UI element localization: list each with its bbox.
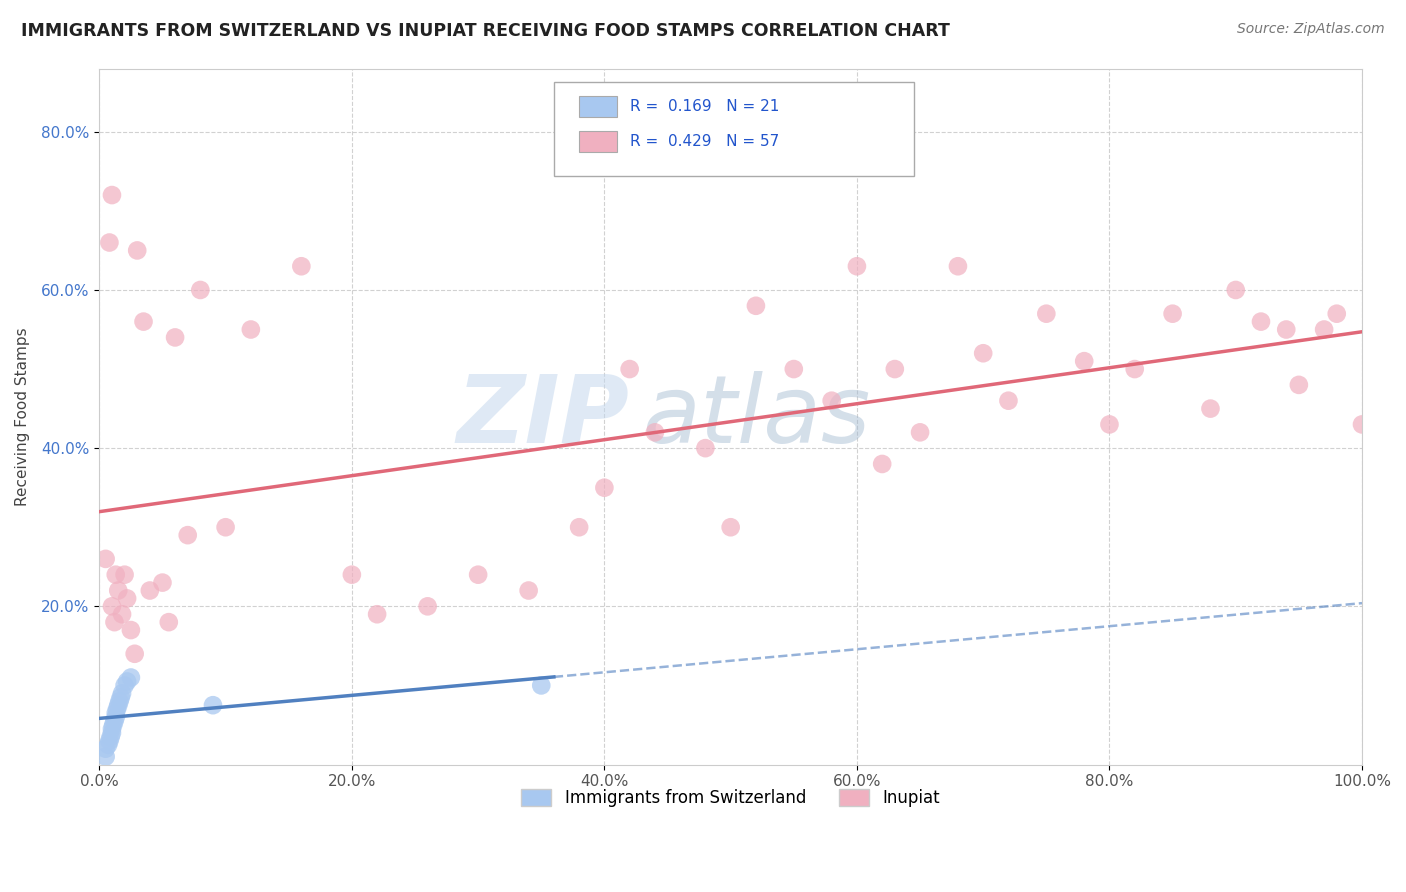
Point (124, 647, 146, 661)
Point (120, 671, 142, 685)
Point (530, 678, 553, 692)
Legend: Immigrants from Switzerland, Inupiat: Immigrants from Switzerland, Inupiat (513, 780, 949, 815)
Point (114, 567, 136, 582)
Point (1073, 354, 1095, 368)
Point (188, 283, 211, 297)
Point (132, 315, 155, 329)
Point (104, 706, 127, 720)
Point (644, 425, 666, 440)
Point (997, 393, 1019, 408)
Bar (579, 131, 617, 152)
Point (115, 674, 138, 689)
Point (201, 698, 224, 713)
Point (94, 552, 117, 566)
Point (290, 259, 312, 273)
Point (101, 599, 124, 614)
Text: R =  0.169   N = 21: R = 0.169 N = 21 (630, 99, 779, 114)
Point (103, 615, 125, 629)
Point (366, 607, 388, 622)
Point (115, 591, 138, 606)
Point (100, 730, 122, 744)
Point (98, 235, 121, 250)
Point (120, 623, 142, 637)
Point (103, 714, 125, 728)
Point (94, 749, 117, 764)
Point (870, 457, 893, 471)
Point (972, 346, 994, 360)
Point (101, 188, 124, 202)
Text: atlas: atlas (643, 371, 870, 462)
Point (845, 259, 868, 273)
Point (720, 520, 742, 534)
Point (1123, 362, 1146, 376)
Point (239, 322, 262, 336)
Point (908, 425, 931, 440)
Point (94, 741, 117, 756)
Point (111, 686, 134, 700)
Point (114, 678, 136, 692)
Point (104, 567, 127, 582)
Point (105, 702, 128, 716)
Point (157, 615, 180, 629)
Point (108, 694, 131, 708)
Point (1199, 401, 1222, 416)
Point (568, 520, 591, 534)
Point (340, 567, 363, 582)
Text: Source: ZipAtlas.com: Source: ZipAtlas.com (1237, 22, 1385, 37)
Text: ZIP: ZIP (457, 370, 630, 463)
Point (139, 583, 162, 598)
Point (695, 441, 717, 455)
Point (946, 259, 969, 273)
Point (165, 330, 187, 344)
Point (783, 362, 806, 376)
Point (821, 393, 844, 408)
Point (110, 690, 132, 705)
Point (104, 710, 127, 724)
Point (107, 698, 129, 713)
Point (1250, 315, 1272, 329)
Point (1275, 322, 1298, 336)
Point (619, 362, 641, 376)
Point (593, 481, 616, 495)
Y-axis label: Receiving Food Stamps: Receiving Food Stamps (15, 327, 30, 506)
Point (101, 722, 124, 736)
Point (517, 583, 540, 598)
Point (416, 599, 439, 614)
Point (103, 718, 125, 732)
Text: R =  0.429   N = 57: R = 0.429 N = 57 (630, 134, 779, 149)
Point (97, 738, 120, 752)
Text: IMMIGRANTS FROM SWITZERLAND VS INUPIAT RECEIVING FOOD STAMPS CORRELATION CHART: IMMIGRANTS FROM SWITZERLAND VS INUPIAT R… (21, 22, 950, 40)
Point (177, 528, 200, 542)
Point (152, 575, 174, 590)
Point (101, 726, 124, 740)
Point (1225, 283, 1247, 297)
Point (111, 607, 134, 622)
Point (883, 362, 905, 376)
Point (1313, 322, 1336, 336)
Point (467, 567, 489, 582)
Point (127, 244, 149, 258)
Point (214, 520, 236, 534)
Bar (579, 96, 617, 117)
Point (1288, 377, 1310, 392)
Point (1098, 417, 1121, 432)
FancyBboxPatch shape (554, 82, 914, 177)
Point (1326, 307, 1348, 321)
Point (745, 299, 768, 313)
Point (98, 733, 121, 747)
Point (1161, 307, 1184, 321)
Point (107, 583, 129, 598)
Point (1351, 417, 1374, 432)
Point (1035, 307, 1057, 321)
